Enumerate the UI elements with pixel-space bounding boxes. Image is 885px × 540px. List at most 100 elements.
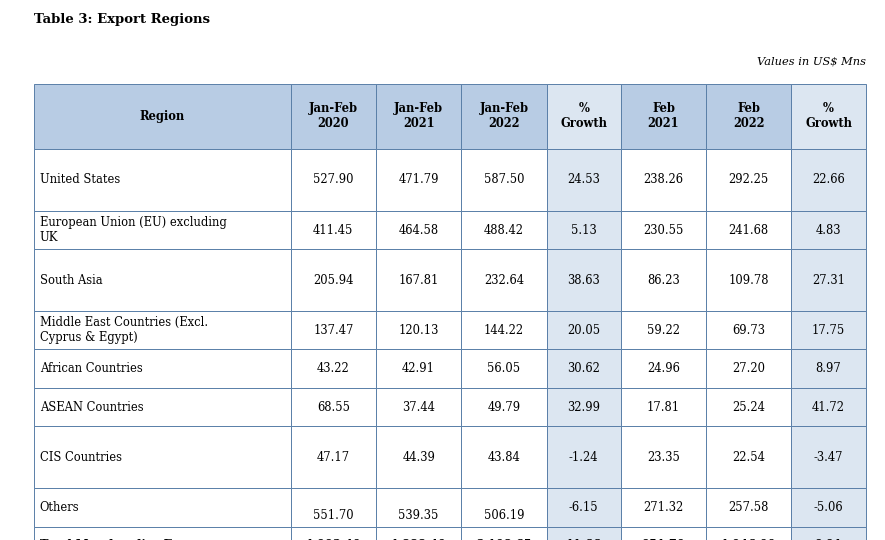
Bar [706, 349, 791, 388]
Text: 506.19: 506.19 [484, 509, 524, 522]
Bar [461, 311, 547, 349]
Text: Jan-Feb
2020: Jan-Feb 2020 [309, 103, 358, 131]
Text: 23.35: 23.35 [647, 451, 680, 464]
Bar [706, 211, 791, 249]
Bar [706, 388, 791, 427]
Text: 539.35: 539.35 [398, 509, 439, 522]
Bar [620, 149, 706, 211]
Bar [461, 349, 547, 388]
Bar [706, 488, 791, 526]
Bar [547, 84, 620, 149]
Text: Jan-Feb
2022: Jan-Feb 2022 [480, 103, 528, 131]
Bar [791, 349, 866, 388]
Text: 232.64: 232.64 [484, 274, 524, 287]
Bar [34, 526, 290, 540]
Bar [706, 526, 791, 540]
Text: 109.78: 109.78 [728, 274, 769, 287]
Text: 527.90: 527.90 [313, 173, 353, 186]
Bar [34, 84, 290, 149]
Bar [34, 249, 290, 311]
Bar [290, 349, 376, 388]
Bar [34, 149, 290, 211]
Text: 38.63: 38.63 [567, 274, 600, 287]
Text: CIS Countries: CIS Countries [40, 451, 122, 464]
Text: 471.79: 471.79 [398, 173, 439, 186]
Text: 22.66: 22.66 [812, 173, 845, 186]
Text: 22.54: 22.54 [733, 451, 766, 464]
Bar [791, 311, 866, 349]
Bar [461, 526, 547, 540]
Text: European Union (EU) excluding
UK: European Union (EU) excluding UK [40, 216, 227, 244]
Text: 488.42: 488.42 [484, 224, 524, 237]
Bar [290, 249, 376, 311]
Bar [461, 249, 547, 311]
Bar [620, 388, 706, 427]
Text: 587.50: 587.50 [484, 173, 524, 186]
Text: 4.83: 4.83 [816, 224, 842, 237]
Text: -3.47: -3.47 [814, 451, 843, 464]
Bar [791, 388, 866, 427]
Bar [290, 149, 376, 211]
Bar [706, 427, 791, 488]
Text: 56.05: 56.05 [488, 362, 520, 375]
Text: 9.91: 9.91 [814, 539, 843, 540]
Bar [461, 488, 547, 526]
Bar [376, 526, 461, 540]
Text: -5.06: -5.06 [813, 501, 843, 514]
Bar [620, 526, 706, 540]
Bar [620, 211, 706, 249]
Bar [290, 427, 376, 488]
Text: 951.70: 951.70 [642, 539, 685, 540]
Text: 59.22: 59.22 [647, 323, 680, 336]
Bar [34, 388, 290, 427]
Text: 1,993.40: 1,993.40 [305, 539, 361, 540]
Text: 44.39: 44.39 [402, 451, 435, 464]
Text: 241.68: 241.68 [728, 224, 769, 237]
Bar [376, 211, 461, 249]
Bar [547, 211, 620, 249]
Text: 43.84: 43.84 [488, 451, 520, 464]
Text: Feb
2022: Feb 2022 [733, 103, 765, 131]
Bar [706, 84, 791, 149]
Text: 47.17: 47.17 [317, 451, 350, 464]
Bar [620, 427, 706, 488]
Text: 238.26: 238.26 [643, 173, 683, 186]
Text: 41.72: 41.72 [812, 401, 845, 414]
Bar [34, 488, 290, 526]
Text: South Asia: South Asia [40, 274, 103, 287]
Text: 27.31: 27.31 [812, 274, 845, 287]
Bar [376, 249, 461, 311]
Text: 137.47: 137.47 [313, 323, 353, 336]
Text: 120.13: 120.13 [398, 323, 439, 336]
Bar [376, 84, 461, 149]
Bar [791, 211, 866, 249]
Bar [547, 488, 620, 526]
Text: Total Merchandise Exports: Total Merchandise Exports [40, 539, 212, 540]
Bar [34, 349, 290, 388]
Bar [620, 84, 706, 149]
Text: 30.62: 30.62 [567, 362, 600, 375]
Bar [376, 349, 461, 388]
Bar [620, 249, 706, 311]
Text: 17.81: 17.81 [647, 401, 680, 414]
Text: 32.99: 32.99 [567, 401, 600, 414]
Text: 24.96: 24.96 [647, 362, 680, 375]
Text: %
Growth: % Growth [560, 103, 607, 131]
Bar [791, 84, 866, 149]
Bar [290, 526, 376, 540]
Text: Feb
2021: Feb 2021 [648, 103, 680, 131]
Text: 205.94: 205.94 [313, 274, 353, 287]
Bar [620, 349, 706, 388]
Text: 5.13: 5.13 [571, 224, 596, 237]
Text: 49.79: 49.79 [488, 401, 520, 414]
Bar [290, 488, 376, 526]
Text: 144.22: 144.22 [484, 323, 524, 336]
Bar [791, 149, 866, 211]
Bar [34, 311, 290, 349]
Text: 20.05: 20.05 [567, 323, 600, 336]
Text: 167.81: 167.81 [398, 274, 439, 287]
Bar [290, 84, 376, 149]
Text: 411.45: 411.45 [313, 224, 353, 237]
Text: Jan-Feb
2021: Jan-Feb 2021 [394, 103, 443, 131]
Text: 86.23: 86.23 [647, 274, 680, 287]
